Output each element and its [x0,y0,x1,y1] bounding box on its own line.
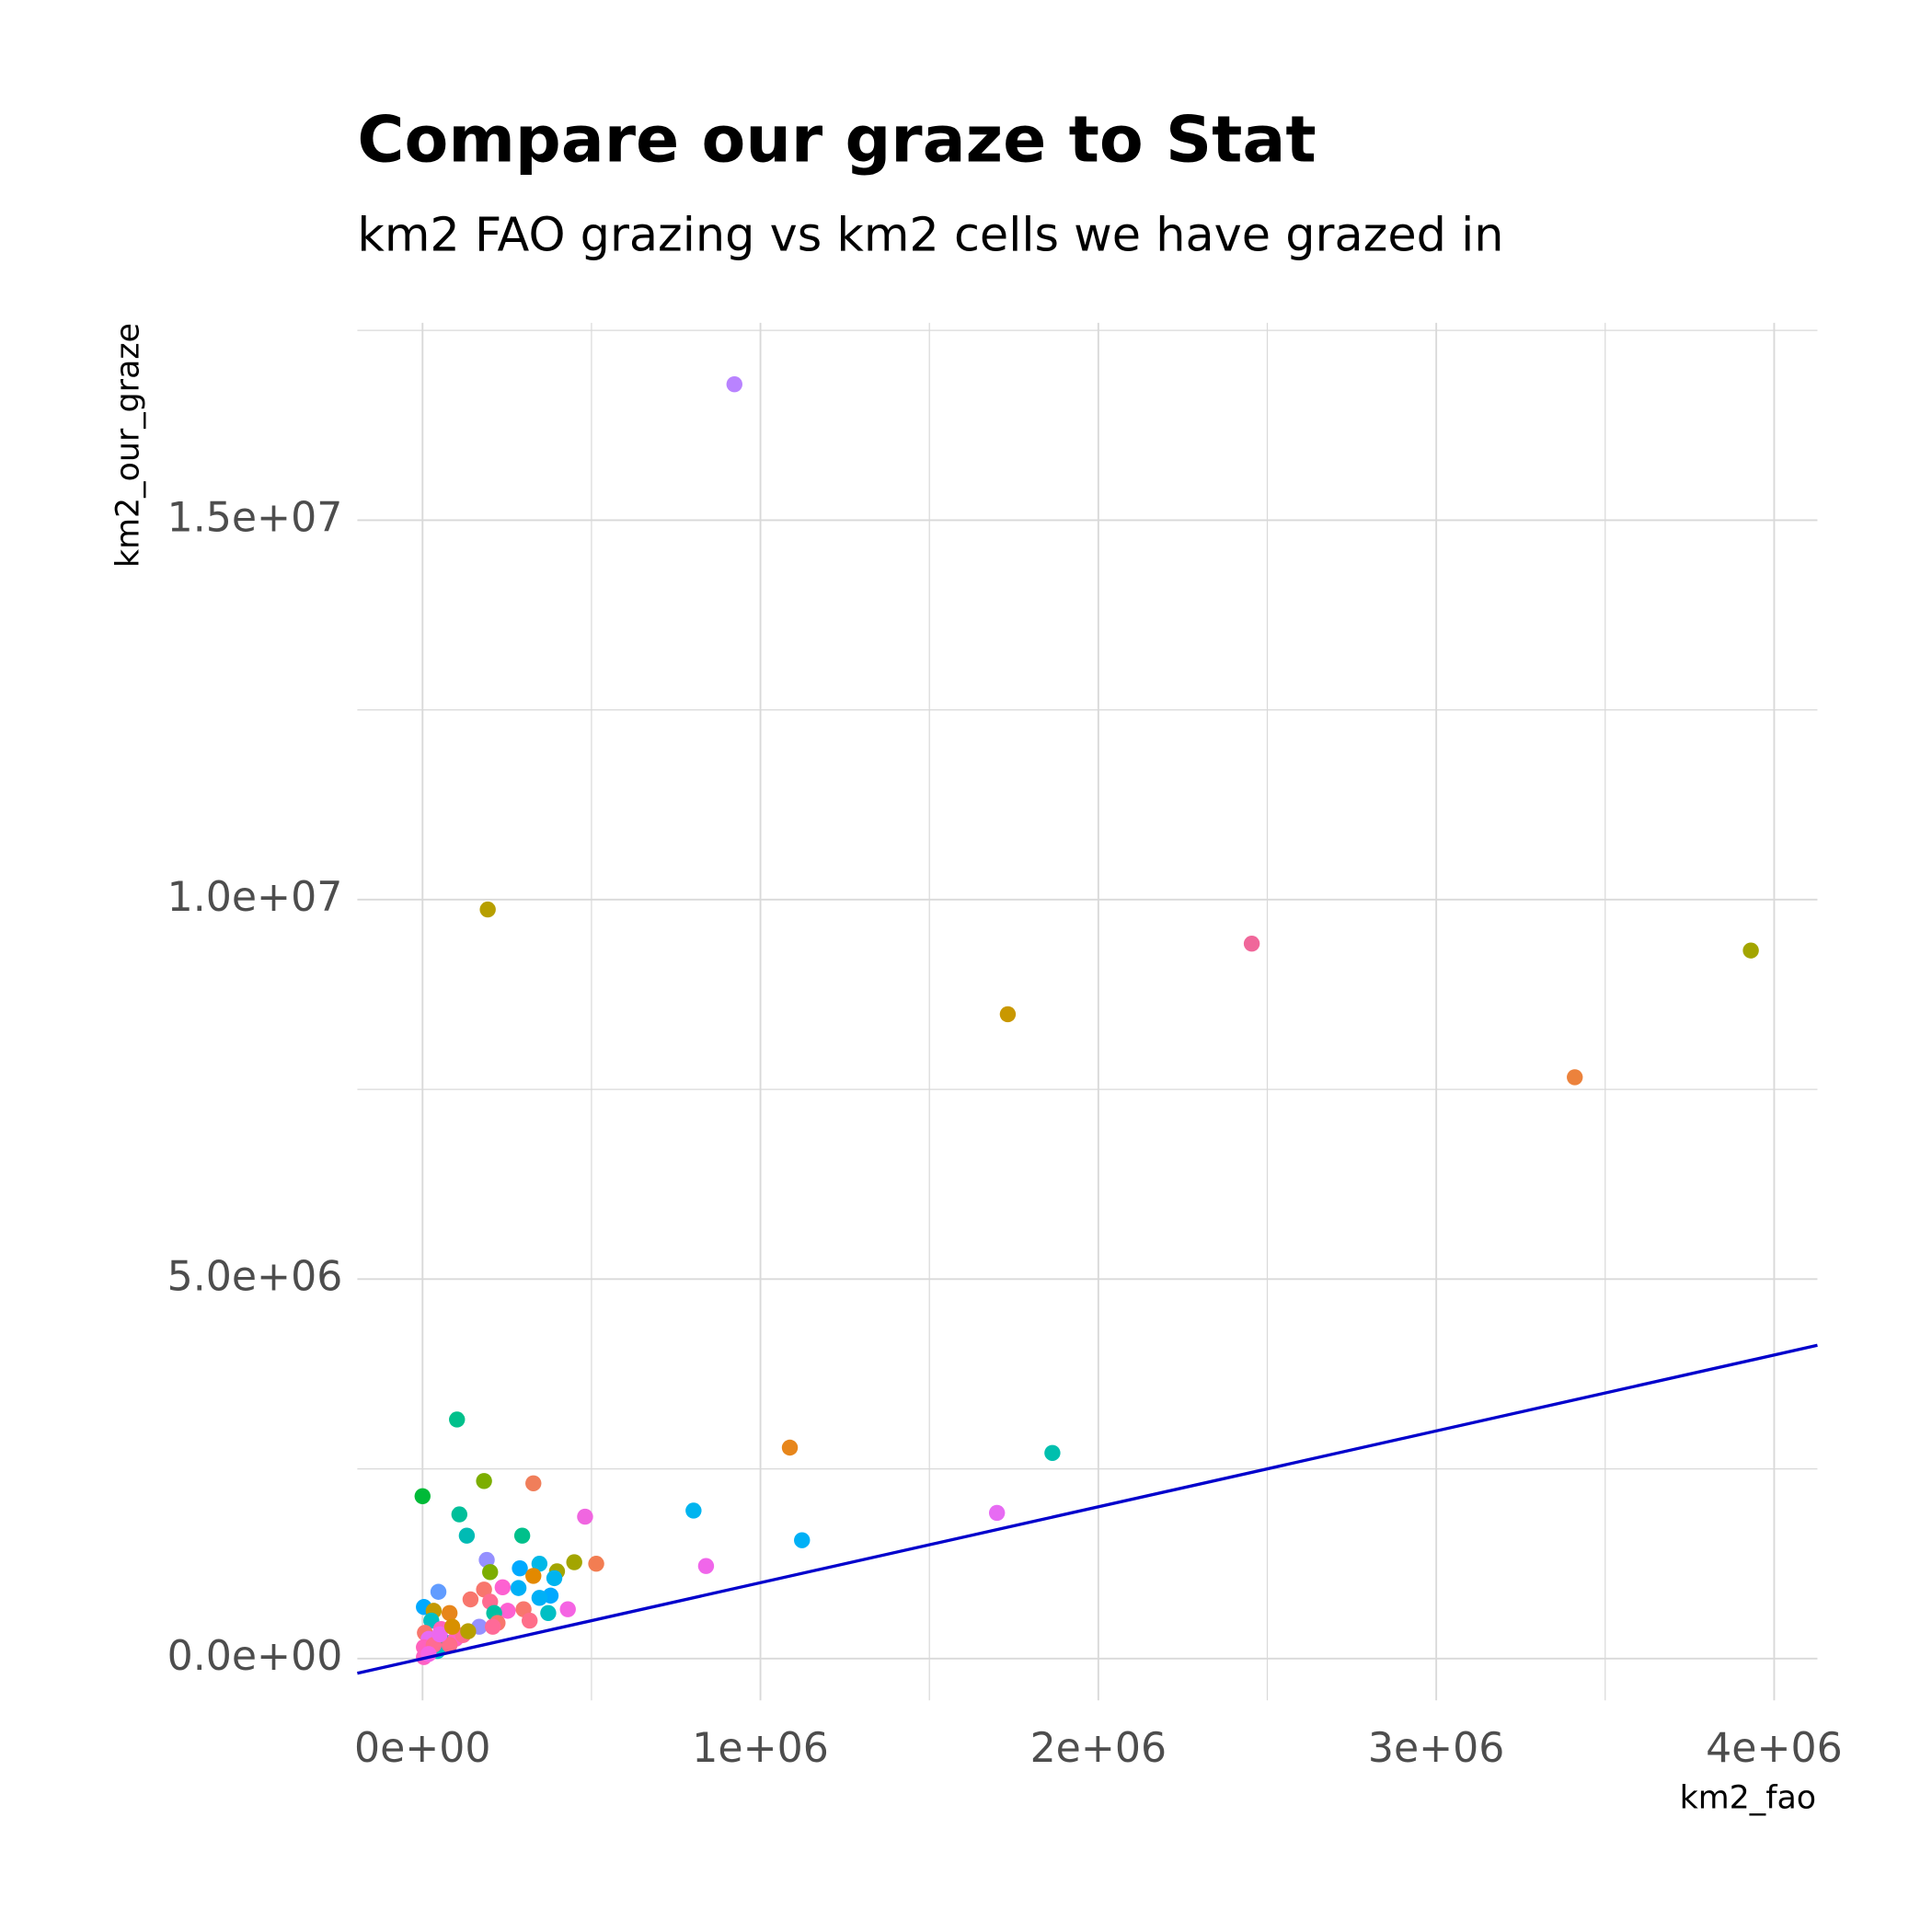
point [458,1527,476,1544]
point [577,1508,593,1525]
point [525,1568,542,1584]
point [531,1590,548,1606]
point [525,1475,542,1491]
plot-area: 0e+00 1e+06 2e+06 3e+06 4e+06 0.0e+00 5.0e+06 1… [167,322,1843,1772]
point [484,1618,501,1635]
x-tick-label: 2e+06 [1030,1725,1167,1772]
point [726,376,742,393]
point [451,1506,468,1523]
y-tick-label: 1.5e+07 [167,494,343,541]
point [685,1502,702,1519]
point [414,1488,431,1505]
point [441,1637,458,1653]
point [482,1564,499,1581]
point [494,1579,512,1595]
x-tick-label: 3e+06 [1368,1725,1505,1772]
chart-subtitle: km2 FAO grazing vs km2 cells we have gra… [357,208,1503,262]
point [1742,942,1759,959]
point [512,1559,528,1577]
point [697,1558,715,1574]
x-tick-label: 4e+06 [1706,1725,1843,1772]
point [449,1411,466,1428]
x-axis-title: km2_fao [1680,1779,1817,1816]
point [430,1583,447,1600]
x-tick-label: 1e+06 [692,1725,829,1772]
point [1243,936,1260,952]
point [1567,1069,1583,1086]
point [443,1618,461,1635]
point [500,1603,516,1619]
point [531,1556,548,1572]
y-tick-label: 1.0e+07 [167,874,343,921]
x-tick-label: 0e+00 [354,1725,491,1772]
chart-title: Compare our graze to Stat [357,103,1316,178]
point [513,1527,531,1544]
point [559,1601,576,1617]
point [566,1554,582,1570]
point [999,1006,1017,1023]
point [1044,1444,1061,1461]
point [540,1604,557,1622]
y-tick-label: 5.0e+06 [167,1253,343,1300]
point [781,1439,799,1456]
point [794,1532,811,1548]
point [546,1570,563,1587]
point [522,1612,538,1629]
y-axis-title: km2_our_graze [110,323,147,568]
point [462,1591,479,1608]
y-tick-label: 0.0e+00 [167,1633,343,1680]
point [479,901,496,918]
point [460,1623,477,1639]
point [510,1580,527,1596]
reference-line [357,1343,1818,1675]
point [431,1626,448,1643]
point [476,1473,492,1489]
point [588,1556,604,1572]
point [988,1504,1006,1522]
point [476,1581,492,1598]
point [441,1604,458,1622]
point [478,1551,495,1569]
